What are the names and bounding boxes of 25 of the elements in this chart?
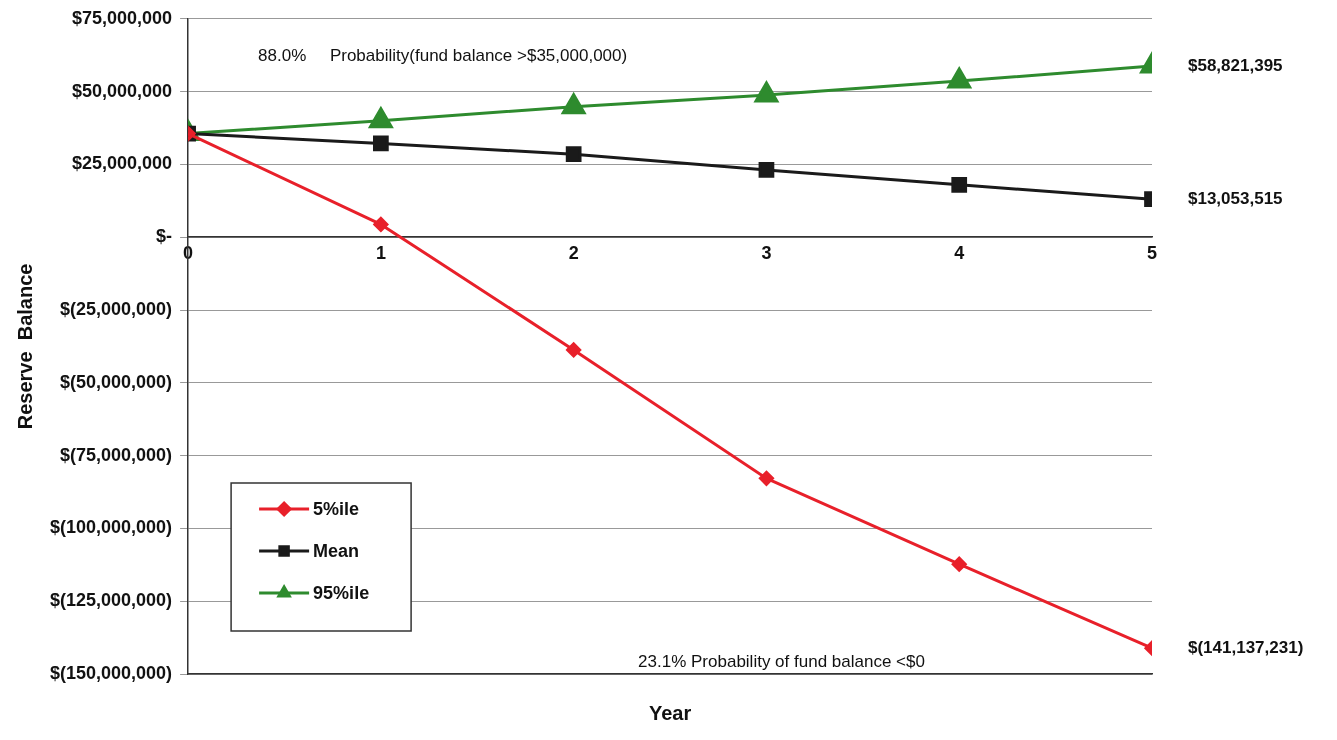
data-label: $58,821,395	[1188, 55, 1283, 75]
y-tick-label: $-	[156, 226, 173, 247]
x-tick-label: 4	[954, 242, 965, 263]
legend-label: 5%ile	[313, 498, 360, 519]
x-tick-label: 5	[1146, 242, 1158, 263]
x-tick-label: 1	[375, 242, 386, 263]
legend-label: 95%ile	[313, 582, 370, 603]
y-tick-label: $(25,000,000)	[60, 298, 173, 319]
y-axis-title: Reserve Balance	[13, 263, 36, 430]
y-tick-label: $(125,000,000)	[49, 590, 173, 611]
y-tick-label: $(100,000,000)	[49, 517, 173, 538]
legend-label: Mean	[313, 540, 360, 561]
x-tick-label: 3	[761, 242, 772, 263]
data-label: $13,053,515	[1188, 188, 1283, 208]
y-tick-label: $(150,000,000)	[49, 662, 173, 683]
data-label: $(141,137,231)	[1188, 637, 1304, 657]
x-axis-title: Year	[648, 701, 692, 724]
annotation: 23.1% Probability of fund balance <$0	[638, 651, 925, 671]
y-tick-label: $(75,000,000)	[60, 444, 173, 465]
y-tick-label: $(50,000,000)	[60, 371, 173, 392]
annotation: 88.0% Probability(fund balance >$35,000,000)	[258, 46, 628, 66]
y-tick-label: $25,000,000	[71, 153, 173, 174]
y-tick-label: $75,000,000	[71, 7, 173, 28]
x-tick-label: 2	[568, 242, 579, 263]
y-tick-label: $50,000,000	[71, 80, 173, 101]
